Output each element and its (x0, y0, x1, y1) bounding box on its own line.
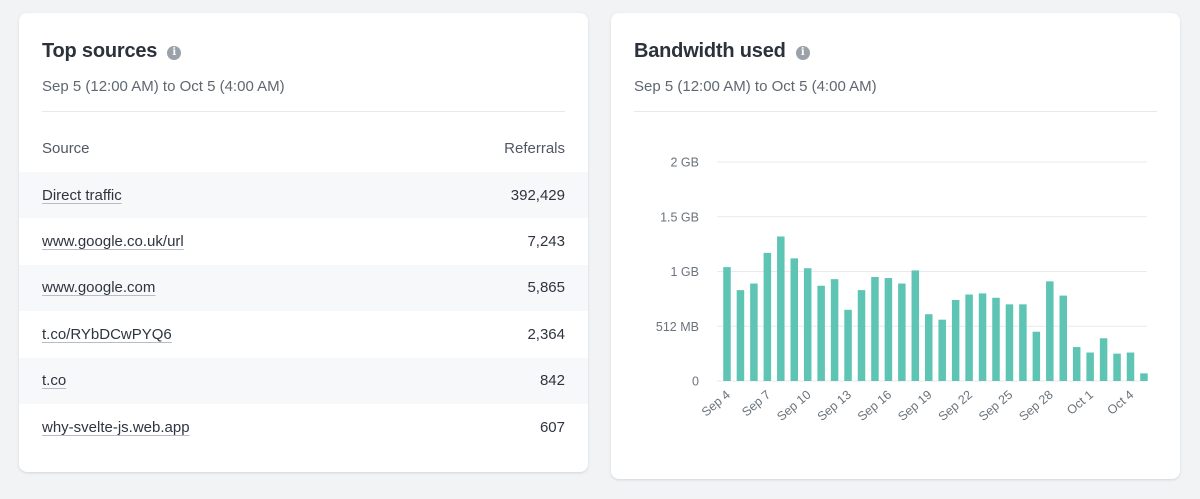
bar[interactable] (1046, 281, 1054, 381)
y-tick-label: 512 MB (656, 320, 699, 334)
bar[interactable] (817, 285, 825, 381)
bar[interactable] (1059, 295, 1068, 381)
table-row: www.google.co.uk/url 7,243 (19, 218, 588, 264)
bar[interactable] (1099, 338, 1108, 381)
bar[interactable] (1140, 373, 1148, 381)
card-title: Top sources (42, 40, 158, 62)
bar[interactable] (1072, 347, 1081, 381)
sources-table: Direct traffic 392,429 www.google.co.uk/… (19, 172, 588, 450)
y-tick-label: 0 (692, 375, 699, 389)
bar[interactable] (938, 319, 946, 381)
x-tick-label: Sep 4 (699, 388, 733, 420)
info-icon[interactable]: i (167, 45, 182, 60)
bar[interactable] (925, 314, 933, 381)
table-row: t.co 842 (19, 357, 588, 404)
divider (634, 111, 1157, 112)
y-tick-label: 1 GB (671, 265, 700, 279)
x-tick-label: Sep 28 (1016, 388, 1055, 424)
x-tick-label: Sep 13 (815, 388, 854, 424)
bar[interactable] (857, 290, 866, 381)
x-tick-label: Sep 10 (774, 388, 813, 424)
bar[interactable] (1086, 352, 1094, 381)
bar[interactable] (871, 276, 879, 381)
y-tick-label: 1.5 GB (660, 210, 699, 224)
bar[interactable] (1126, 352, 1135, 381)
info-icon[interactable]: i (795, 45, 810, 60)
x-tick-label: Oct 4 (1105, 388, 1137, 418)
bar[interactable] (844, 309, 852, 381)
source-link[interactable]: Direct traffic (42, 186, 122, 204)
referral-count: 607 (539, 418, 565, 436)
bandwidth-title-wrap: Bandwidth used i (634, 40, 810, 63)
bar[interactable] (1005, 304, 1014, 381)
bar[interactable] (992, 297, 1000, 381)
date-range: Sep 5 (12:00 AM) to Oct 5 (4:00 AM) (634, 78, 877, 95)
bar[interactable] (736, 290, 745, 381)
x-tick-label: Sep 16 (855, 388, 894, 424)
bar[interactable] (763, 252, 772, 381)
x-tick-label: Sep 22 (936, 388, 975, 424)
bar[interactable] (911, 270, 920, 381)
divider (42, 111, 565, 112)
referral-count: 2,364 (527, 325, 565, 343)
bar[interactable] (1113, 353, 1121, 382)
source-link[interactable]: t.co/RYbDCwPYQ6 (42, 325, 172, 343)
bar[interactable] (750, 283, 758, 381)
table-row: why-svelte-js.web.app 607 (19, 404, 588, 450)
bar[interactable] (803, 268, 812, 381)
referral-count: 842 (539, 372, 565, 390)
bar[interactable] (1019, 304, 1027, 381)
x-tick-label: Sep 25 (976, 388, 1015, 424)
column-header-referrals: Referrals (504, 140, 565, 157)
bar[interactable] (830, 279, 839, 381)
card-title: Bandwidth used (634, 40, 786, 62)
referral-count: 7,243 (527, 233, 565, 251)
bar[interactable] (1032, 331, 1041, 381)
table-row: Direct traffic 392,429 (19, 172, 588, 219)
bar[interactable] (723, 267, 731, 381)
bar[interactable] (898, 283, 906, 381)
bar[interactable] (978, 293, 987, 381)
bandwidth-card: Bandwidth used i Sep 5 (12:00 AM) to Oct… (611, 13, 1180, 479)
table-row: www.google.com 5,865 (19, 264, 588, 312)
source-link[interactable]: www.google.co.uk/url (42, 233, 184, 251)
source-link[interactable]: why-svelte-js.web.app (42, 418, 190, 436)
referral-count: 392,429 (510, 186, 565, 204)
y-tick-label: 2 GB (671, 156, 700, 170)
table-row: t.co/RYbDCwPYQ6 2,364 (19, 311, 588, 357)
x-tick-label: Sep 19 (895, 388, 934, 424)
source-link[interactable]: www.google.com (42, 279, 156, 297)
bar[interactable] (777, 236, 785, 381)
referral-count: 5,865 (527, 279, 565, 297)
top-sources-title-wrap: Top sources i (42, 40, 182, 63)
x-tick-label: Sep 7 (739, 388, 773, 420)
bar[interactable] (965, 294, 973, 382)
top-sources-card: Top sources i Sep 5 (12:00 AM) to Oct 5 … (19, 13, 588, 472)
bar[interactable] (951, 299, 960, 381)
column-header-source: Source (42, 140, 90, 157)
bar[interactable] (790, 258, 799, 381)
table-header: Source Referrals (42, 140, 565, 157)
source-link[interactable]: t.co (42, 372, 67, 390)
x-tick-label: Oct 1 (1064, 388, 1096, 418)
date-range: Sep 5 (12:00 AM) to Oct 5 (4:00 AM) (42, 78, 285, 95)
bar[interactable] (884, 278, 893, 381)
